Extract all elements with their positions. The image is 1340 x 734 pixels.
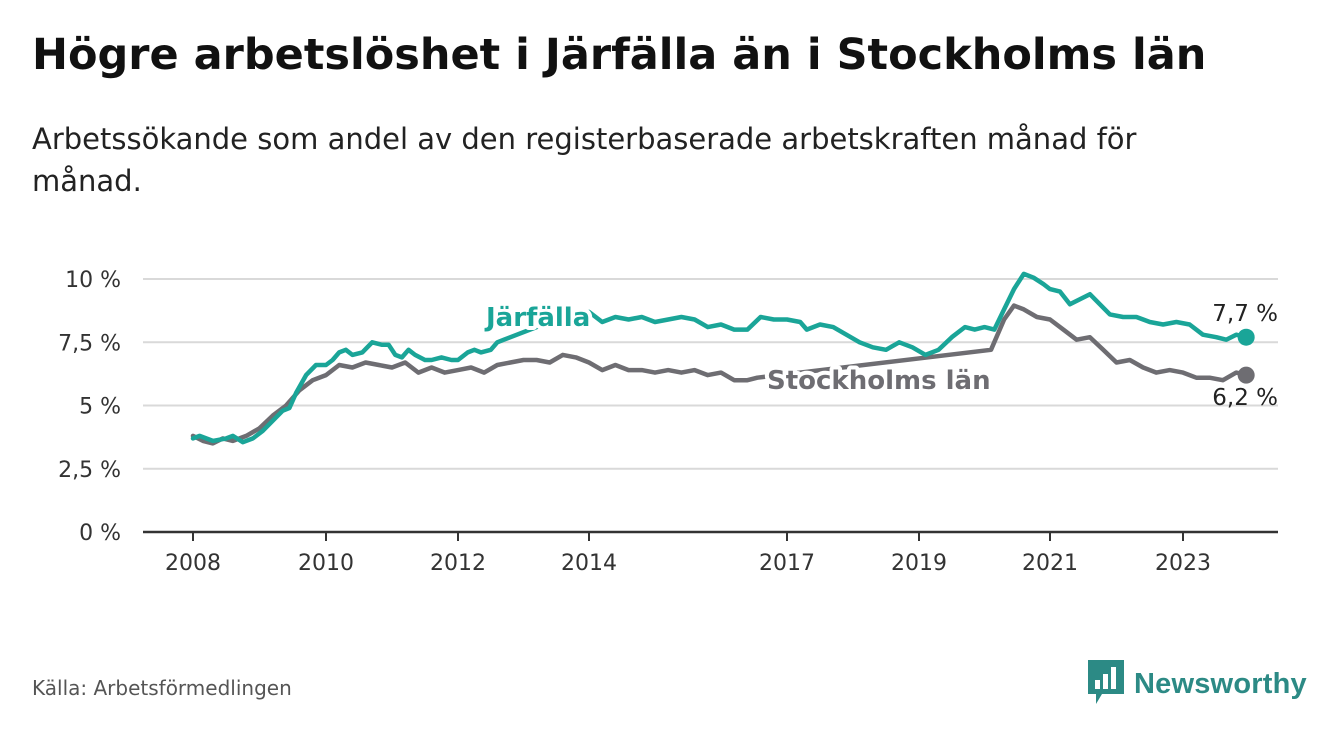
y-tick-label: 2,5 % bbox=[58, 458, 121, 483]
y-tick-label: 7,5 % bbox=[58, 331, 121, 356]
series-name-label: Stockholms län bbox=[767, 366, 991, 396]
y-tick-label: 0 % bbox=[79, 521, 121, 546]
end-value-label: 6,2 % bbox=[1212, 385, 1278, 411]
chart-subtitle: Arbetssökande som andel av den registerb… bbox=[32, 122, 1137, 199]
x-tick-label: 2014 bbox=[561, 551, 617, 576]
x-tick-label: 2017 bbox=[759, 551, 815, 576]
x-tick-label: 2021 bbox=[1022, 551, 1078, 576]
x-tick-label: 2023 bbox=[1155, 551, 1211, 576]
series-end-point bbox=[1237, 328, 1255, 346]
end-value-label: 7,7 % bbox=[1212, 301, 1278, 327]
logo-text: Newsworthy bbox=[1134, 667, 1307, 700]
y-tick-label: 10 % bbox=[65, 268, 121, 293]
line-chart: 0 % 2,5 % 5 % 7,5 % 10 % 2008 2010 2012 2014 2017… bbox=[58, 268, 1278, 576]
x-tick-label: 2010 bbox=[298, 551, 354, 576]
series-end-point bbox=[1237, 366, 1255, 384]
series-line-stockholm bbox=[190, 303, 1249, 446]
series-line-jarfalla bbox=[190, 271, 1249, 445]
chart-title: Högre arbetslöshet i Järfälla än i Stock… bbox=[32, 30, 1207, 80]
x-tick-label: 2008 bbox=[165, 551, 221, 576]
source-note: Källa: Arbetsförmedlingen bbox=[32, 676, 292, 700]
newsworthy-logo[interactable]: Newsworthy bbox=[1088, 660, 1307, 708]
y-tick-label: 5 % bbox=[79, 395, 121, 420]
x-tick-label: 2019 bbox=[891, 551, 947, 576]
series-name-label: Järfälla bbox=[484, 303, 590, 333]
bar-chart-logo-icon bbox=[1088, 660, 1124, 708]
x-tick-label: 2012 bbox=[430, 551, 486, 576]
